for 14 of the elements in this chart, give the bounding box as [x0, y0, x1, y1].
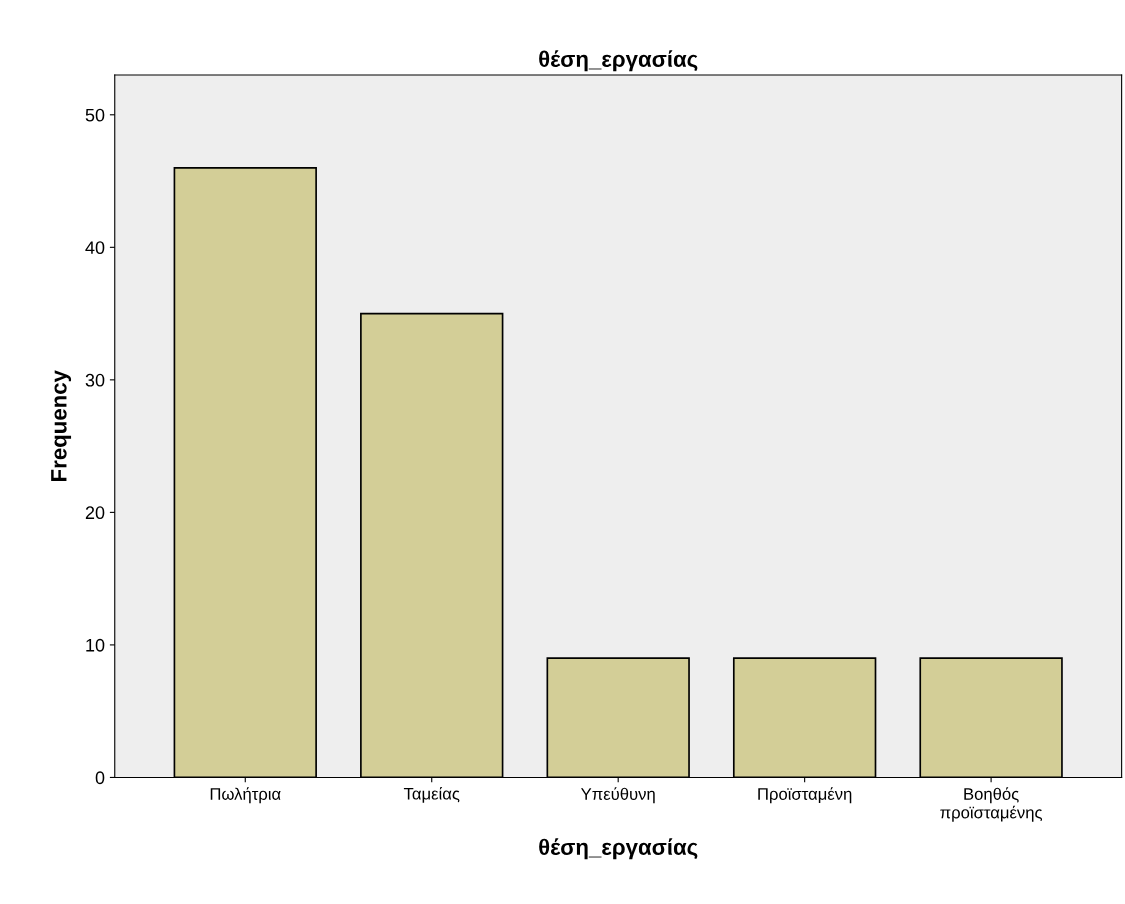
y-tick-label: 30 [85, 373, 105, 387]
x-tick-label: Υπεύθυνη [580, 787, 655, 804]
y-tick-label: 10 [86, 638, 105, 652]
x-axis-title: θέση_εργασίας [539, 838, 698, 860]
y-tick-label: 20 [85, 506, 105, 520]
x-tick-label: Ταμείας [403, 786, 460, 803]
x-tick-label: Πωλήτρια [210, 787, 281, 804]
y-tick-label: 40 [85, 241, 105, 255]
y-tick-label: 50 [85, 108, 105, 122]
y-tick-label: 0 [95, 771, 105, 785]
y-axis-title: Frequency [51, 370, 72, 481]
x-tick-label: Προϊσταμένη [758, 787, 852, 804]
chart-title: θέση_εργασίας [539, 50, 698, 72]
x-tick-label: Βοηθός προϊσταμένης [940, 787, 1043, 822]
